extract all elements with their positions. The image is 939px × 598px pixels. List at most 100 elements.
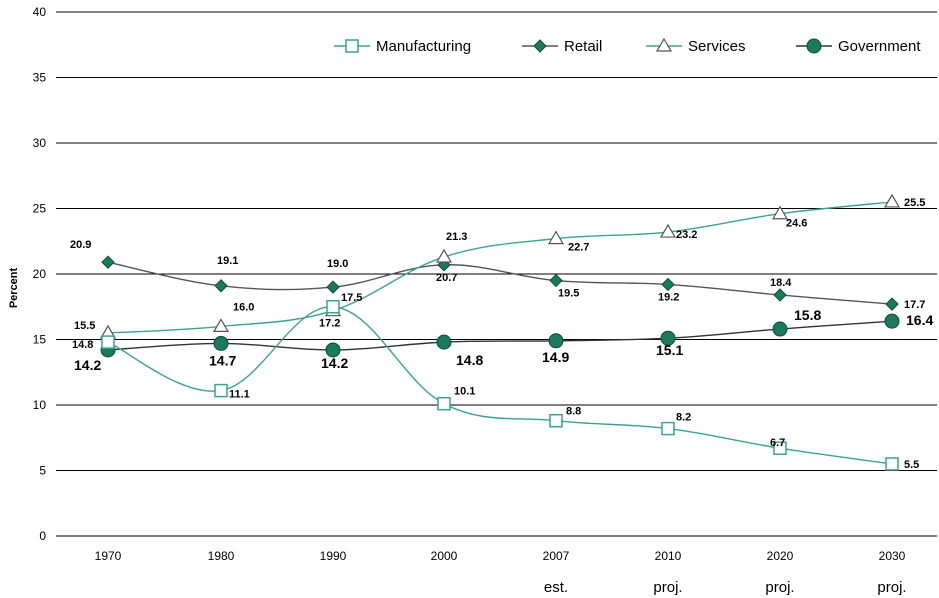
manufacturing-point [437,396,451,411]
y-tick-label: 5 [39,464,46,478]
legend-label: Manufacturing [376,38,471,55]
services-point [659,223,677,238]
retail-data-label: 17.7 [904,299,925,311]
retail-data-label: 19.2 [658,291,679,303]
x-tick-label: 2030 [879,549,906,563]
x-sublabel: proj. [765,579,794,596]
government-data-label: 14.2 [321,355,348,371]
government-data-label: 14.8 [456,352,483,368]
manufacturing-data-label: 10.1 [454,386,475,398]
legend-swatch-marker [655,37,673,52]
x-tick-label: 1970 [95,549,122,563]
manufacturing-data-label: 8.8 [566,406,581,418]
government-point [325,342,341,358]
legend-label: Retail [564,38,602,55]
services-data-label: 25.5 [904,197,925,209]
services-data-label: 23.2 [676,229,697,241]
x-sublabel: proj. [877,579,906,596]
government-data-label: 16.4 [906,312,933,328]
retail-data-label: 19.1 [217,255,238,267]
manufacturing-data-label: 6.7 [770,437,785,449]
legend-label: Services [688,38,746,55]
services-data-label: 22.7 [568,242,589,254]
retail-point [326,280,340,294]
y-tick-label: 20 [33,267,47,281]
retail-data-label: 19.0 [327,258,348,270]
manufacturing-point [773,441,787,455]
y-tick-label: 10 [33,398,47,412]
legend-item-services: Services [646,37,746,55]
y-tick-label: 30 [33,136,47,150]
x-tick-label: 2010 [655,549,682,563]
manufacturing-data-label: 11.1 [229,389,250,401]
manufacturing-data-label: 8.2 [676,412,691,424]
services-point [435,248,453,263]
services-point [547,230,565,245]
government-data-label: 15.1 [656,342,683,358]
x-tick-label: 2007 [543,549,570,563]
x-sublabel: proj. [653,579,682,596]
manufacturing-data-label: 17.5 [341,292,362,304]
y-tick-label: 0 [39,529,46,543]
legend: Manufacturing Retail Services Government [334,37,921,55]
manufacturing-data-label: 14.8 [72,339,93,351]
legend-label: Government [838,38,921,55]
retail-point [101,255,115,269]
government-point [213,335,229,351]
x-axis: 1970 1980 1990 2000 2007 est. 2010 proj. 2020 pro… [95,549,907,596]
manufacturing-point [885,457,899,471]
manufacturing-line [107,306,893,465]
y-axis-label: Percent [8,267,20,308]
manufacturing-point [549,413,563,428]
x-tick-label: 2000 [431,549,458,563]
retail-data-label: 18.4 [770,277,792,289]
services-data-label: 16.0 [233,301,254,313]
manufacturing-point [661,421,675,436]
y-tick-label: 25 [33,202,47,216]
services-line [107,201,893,334]
government-point [660,330,676,346]
retail-point [885,297,899,311]
government-point [772,321,788,337]
government-data-label: 14.7 [209,352,236,368]
legend-item-manufacturing: Manufacturing [334,38,471,55]
legend-swatch-marker [806,38,822,54]
services-point [883,193,901,208]
x-tick-label: 2020 [767,549,794,563]
retail-point [773,288,787,302]
gridlines [56,11,937,537]
legend-swatch-marker [345,39,359,53]
retail-point [214,279,228,293]
services-data-label: 24.6 [786,218,807,230]
services-point [771,205,789,220]
x-tick-label: 1980 [208,549,235,563]
legend-item-government: Government [796,38,921,55]
retail-line [107,261,893,305]
retail-point [549,273,563,288]
legend-item-retail: Retail [522,38,602,55]
manufacturing-point [214,383,228,398]
government-data-label: 15.8 [794,307,821,323]
services-data-label: 21.3 [446,231,467,243]
government-point [548,333,564,349]
retail-point [661,277,675,292]
y-axis: 0 5 10 15 20 25 30 35 40 [33,5,47,543]
y-tick-label: 15 [33,333,47,347]
government-line [107,320,893,351]
series-group [99,193,901,471]
x-sublabel: est. [544,579,568,596]
government-point [884,313,900,329]
manufacturing-data-label: 5.5 [904,459,919,471]
manufacturing-point [101,335,115,349]
legend-swatch-marker [533,39,547,53]
y-tick-label: 40 [33,5,47,19]
y-tick-label: 35 [33,71,47,85]
retail-data-label: 19.5 [558,288,579,300]
manufacturing-point [326,300,340,314]
x-tick-label: 1990 [320,549,347,563]
retail-data-label: 20.9 [70,239,91,251]
services-data-label: 17.2 [319,318,340,330]
government-data-label: 14.2 [74,357,101,373]
retail-data-label: 20.7 [436,272,457,284]
